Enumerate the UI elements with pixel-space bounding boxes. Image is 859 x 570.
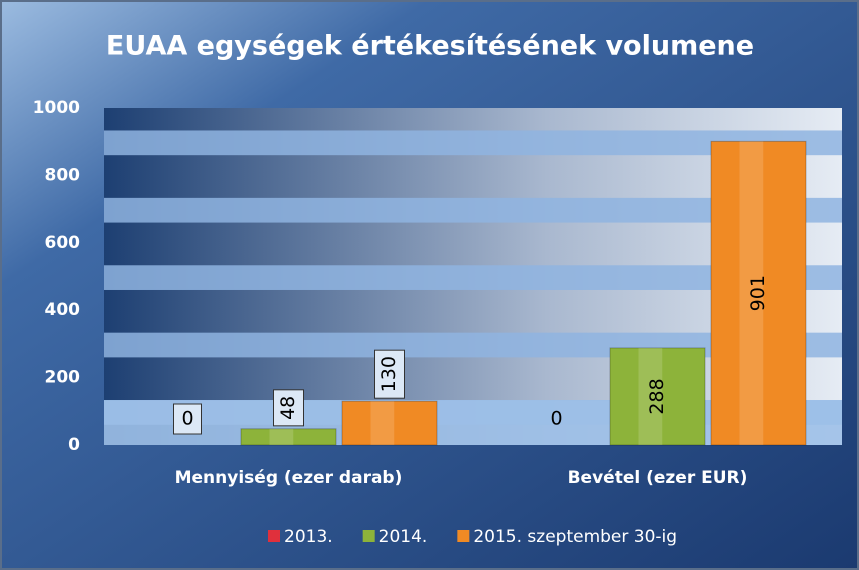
bar xyxy=(240,428,337,446)
bar-shine xyxy=(739,141,764,445)
legend-swatch xyxy=(457,530,470,542)
y-tick-label: 600 xyxy=(45,233,81,253)
legend-label: 2015. szeptember 30-ig xyxy=(473,527,677,547)
legend-label: 2014. xyxy=(379,527,428,547)
x-tick-label: Mennyiség (ezer darab) xyxy=(175,468,403,488)
data-label: 0 xyxy=(550,408,562,430)
bar xyxy=(341,400,438,446)
data-label: 130 xyxy=(378,356,400,392)
data-label: 288 xyxy=(646,378,668,414)
legend-swatch xyxy=(362,530,375,542)
y-tick-label: 200 xyxy=(45,368,81,388)
data-label: 0 xyxy=(181,408,193,430)
bar-shine xyxy=(638,347,663,445)
x-tick-label: Bevétel (ezer EUR) xyxy=(568,468,748,488)
data-label-box xyxy=(374,349,405,399)
data-label: 48 xyxy=(277,396,299,420)
bar xyxy=(710,140,807,446)
y-tick-label: 800 xyxy=(45,165,81,185)
bar-shine xyxy=(269,428,294,445)
legend-label: 2013. xyxy=(284,527,333,547)
bar xyxy=(609,347,706,446)
y-tick-label: 0 xyxy=(68,435,80,455)
data-label: 901 xyxy=(747,275,769,311)
y-tick-label: 400 xyxy=(45,300,81,320)
y-tick-label: 1000 xyxy=(33,98,80,118)
chart-title: EUAA egységek értékesítésének volumene xyxy=(106,31,754,62)
legend-swatch xyxy=(268,530,280,542)
data-label-box xyxy=(173,403,202,435)
data-label-box xyxy=(273,389,304,427)
bar-shine xyxy=(370,401,395,445)
